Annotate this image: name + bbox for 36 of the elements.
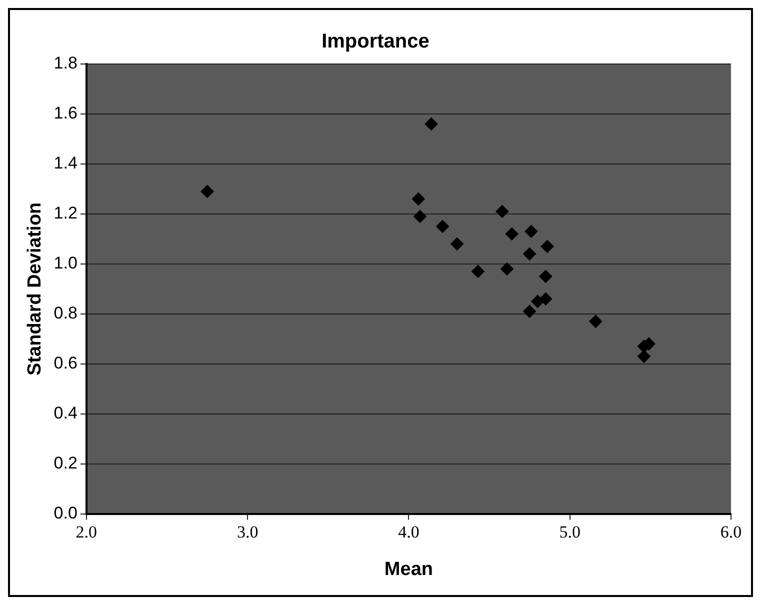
x-tick-label: 6.0 — [720, 522, 742, 542]
point — [436, 220, 450, 233]
point — [523, 304, 536, 318]
point — [539, 292, 552, 306]
y-tick-label: 1.4 — [54, 154, 78, 173]
y-tick-label: 1.0 — [54, 254, 78, 273]
point — [540, 240, 554, 253]
point — [424, 117, 438, 130]
y-tick-label: 0.8 — [54, 304, 78, 323]
y-tick-label: 0.2 — [54, 454, 78, 473]
y-tick-label: 1.2 — [54, 204, 78, 223]
y-tick-label: 1.6 — [54, 104, 78, 123]
point — [472, 264, 485, 278]
x-tick-label: 4.0 — [398, 522, 420, 542]
point — [413, 210, 426, 223]
y-axis-title: Standard Deviation — [24, 202, 46, 376]
point — [524, 224, 538, 238]
point — [589, 314, 602, 328]
x-tick-label: 5.0 — [559, 522, 580, 542]
x-axis-title: Mean — [384, 558, 434, 580]
point — [200, 184, 214, 198]
point — [539, 270, 552, 283]
point — [523, 247, 536, 260]
y-tick-label: 1.8 — [54, 54, 78, 73]
y-tick-label: 0.0 — [54, 503, 78, 522]
point — [500, 262, 514, 276]
x-tick-label: 2.0 — [76, 522, 98, 542]
x-tick-label: 3.0 — [236, 522, 258, 542]
y-tick-label: 0.4 — [54, 404, 78, 423]
point — [412, 192, 425, 206]
point — [637, 350, 650, 363]
point — [450, 237, 464, 250]
chart-title: Importance — [322, 30, 430, 53]
point — [505, 227, 518, 240]
y-tick-label: 0.6 — [54, 354, 78, 373]
point — [496, 204, 509, 218]
